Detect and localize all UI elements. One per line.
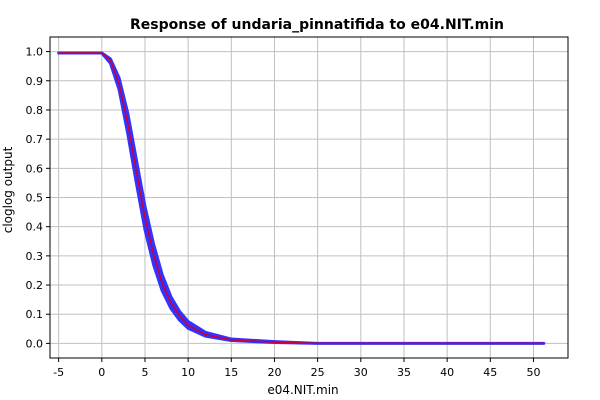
x-axis-label: e04.NIT.min xyxy=(267,383,338,397)
x-tick-label: 0 xyxy=(98,366,105,379)
x-tick-label: 30 xyxy=(354,366,368,379)
x-tick-label: 25 xyxy=(311,366,325,379)
y-tick-label: 0.1 xyxy=(26,308,44,321)
y-tick-label: 0.8 xyxy=(26,104,44,117)
chart-title: Response of undaria_pinnatifida to e04.N… xyxy=(130,17,504,33)
x-tick-label: 50 xyxy=(526,366,540,379)
y-axis-label: cloglog output xyxy=(1,146,15,233)
response-line xyxy=(58,52,544,345)
x-tick-label: -5 xyxy=(53,366,64,379)
y-tick-label: 0.3 xyxy=(26,250,44,263)
y-tick-label: 0.4 xyxy=(26,221,44,234)
y-tick-label: 1.0 xyxy=(26,46,44,59)
y-tick-label: 0.5 xyxy=(26,192,44,205)
x-tick-label: 10 xyxy=(181,366,195,379)
x-tick-label: 20 xyxy=(267,366,281,379)
y-tick-label: 0.7 xyxy=(26,133,44,146)
y-tick-label: 0.0 xyxy=(26,337,44,350)
x-tick-label: 5 xyxy=(141,366,148,379)
x-tick-label: 40 xyxy=(440,366,454,379)
x-tick-layer: -5 0 5 10 15 20 25 30 35 40 45 50 xyxy=(53,358,540,379)
x-tick-label: 15 xyxy=(224,366,238,379)
grid-layer xyxy=(50,37,568,358)
y-tick-label: 0.9 xyxy=(26,75,44,88)
x-tick-label: 35 xyxy=(397,366,411,379)
y-tick-layer: 0.0 0.1 0.2 0.3 0.4 0.5 0.6 0.7 0.8 0.9 1.0 xyxy=(26,46,50,350)
line-layer xyxy=(58,52,544,345)
y-tick-label: 0.6 xyxy=(26,162,44,175)
x-tick-label: 45 xyxy=(483,366,497,379)
y-tick-label: 0.2 xyxy=(26,279,44,292)
